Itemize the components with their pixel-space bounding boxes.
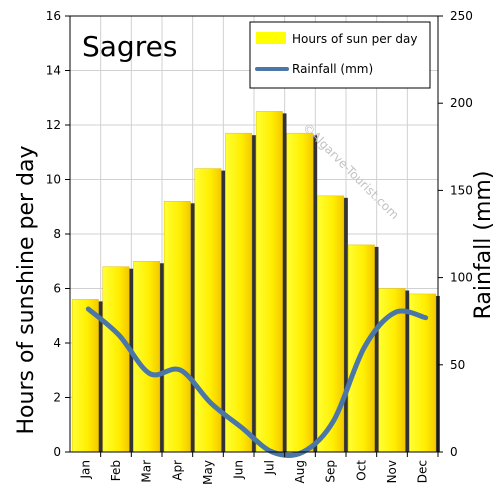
x-tick-label: Aug (293, 460, 307, 483)
sun-bar (71, 299, 99, 453)
x-tick-label: Dec (416, 460, 430, 483)
sun-bar (102, 266, 130, 453)
right-tick-label: 50 (450, 358, 465, 372)
left-axis-label: Hours of sunshine per day (14, 146, 39, 435)
rainfall-line (85, 306, 429, 458)
legend-swatch-sun (256, 32, 286, 44)
left-tick-label: 12 (46, 118, 61, 132)
sun-bar (255, 111, 283, 453)
left-tick-label: 16 (46, 9, 61, 23)
left-tick-label: 6 (53, 282, 61, 296)
right-tick-label: 250 (450, 9, 473, 23)
x-tick-label: Jan (78, 460, 92, 480)
legend-label-rainfall: Rainfall (mm) (292, 62, 373, 76)
legend-label-sun: Hours of sun per day (292, 32, 417, 46)
x-tick-label: Feb (109, 460, 123, 481)
x-axis-ticks: Jan Feb Mar Apr May Jun Jul Aug Sep Oct Nov Dec (78, 452, 439, 485)
left-axis-ticks: 0 2 4 6 8 10 12 14 16 (46, 9, 70, 459)
x-tick-label: Nov (385, 460, 399, 483)
right-tick-label: 100 (450, 271, 473, 285)
x-tick-label: Mar (140, 460, 154, 483)
x-tick-label: Sep (324, 460, 338, 483)
x-tick-label: Apr (170, 460, 184, 481)
x-tick-label: Jul (262, 460, 276, 475)
sun-bar (286, 132, 314, 453)
left-tick-label: 14 (46, 64, 61, 78)
left-tick-label: 2 (53, 391, 61, 405)
right-tick-label: 150 (450, 183, 473, 197)
right-tick-label: 200 (450, 96, 473, 110)
right-axis-label: Rainfall (mm) (471, 171, 496, 320)
left-tick-label: 8 (53, 227, 61, 241)
x-tick-label: May (201, 460, 215, 485)
x-tick-label: Jun (232, 460, 246, 480)
sun-bar (409, 293, 437, 453)
x-tick-label: Oct (354, 460, 368, 481)
left-tick-label: 4 (53, 336, 61, 350)
right-axis-ticks: 0 50 100 150 200 250 (438, 9, 473, 459)
sun-bar (163, 201, 191, 453)
chart-title: Sagres (82, 30, 177, 63)
legend: Hours of sun per day Rainfall (mm) (249, 21, 431, 89)
right-tick-label: 0 (450, 445, 458, 459)
sun-bar (194, 168, 222, 453)
left-tick-label: 10 (46, 173, 61, 187)
sun-bar (225, 132, 253, 453)
sun-bars (71, 111, 440, 453)
left-tick-label: 0 (53, 445, 61, 459)
